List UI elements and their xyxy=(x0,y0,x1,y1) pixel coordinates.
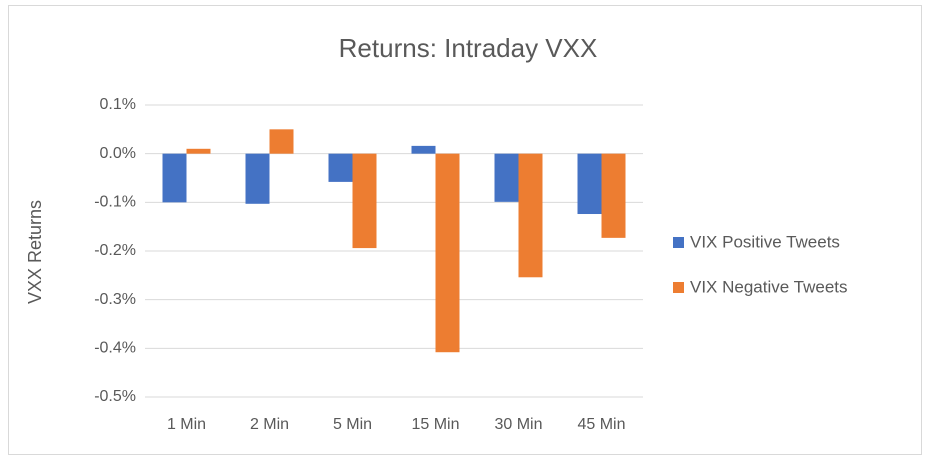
bar xyxy=(245,153,270,204)
bar xyxy=(411,145,436,154)
bar xyxy=(435,153,460,353)
y-tick-label: -0.2% xyxy=(94,242,136,259)
y-tick-label: -0.1% xyxy=(94,194,136,211)
bar xyxy=(494,153,519,202)
y-tick-label: -0.5% xyxy=(94,388,136,405)
x-tick-label: 5 Min xyxy=(333,416,372,433)
y-tick-label: 0.1% xyxy=(100,96,136,113)
y-axis-label: VXX Returns xyxy=(25,200,45,304)
legend-swatch xyxy=(673,282,684,293)
x-tick-label: 45 Min xyxy=(577,416,625,433)
y-tick-label: -0.3% xyxy=(94,291,136,308)
x-tick-label: 15 Min xyxy=(411,416,459,433)
chart-title: Returns: Intraday VXX xyxy=(339,33,598,63)
x-tick-label: 2 Min xyxy=(250,416,289,433)
bar xyxy=(186,148,211,154)
bar xyxy=(352,153,377,249)
y-tick-label: 0.0% xyxy=(100,145,136,162)
x-tick-label: 1 Min xyxy=(167,416,206,433)
legend-label: VIX Negative Tweets xyxy=(690,277,848,296)
bar xyxy=(328,153,353,182)
bar xyxy=(269,129,294,154)
y-tick-label: -0.4% xyxy=(94,340,136,357)
bar xyxy=(162,153,187,203)
legend-swatch xyxy=(673,237,684,248)
bar xyxy=(601,153,626,238)
bar xyxy=(518,153,543,278)
chart-border xyxy=(8,5,922,455)
bar xyxy=(577,153,602,215)
x-tick-label: 30 Min xyxy=(494,416,542,433)
legend-label: VIX Positive Tweets xyxy=(690,232,840,251)
